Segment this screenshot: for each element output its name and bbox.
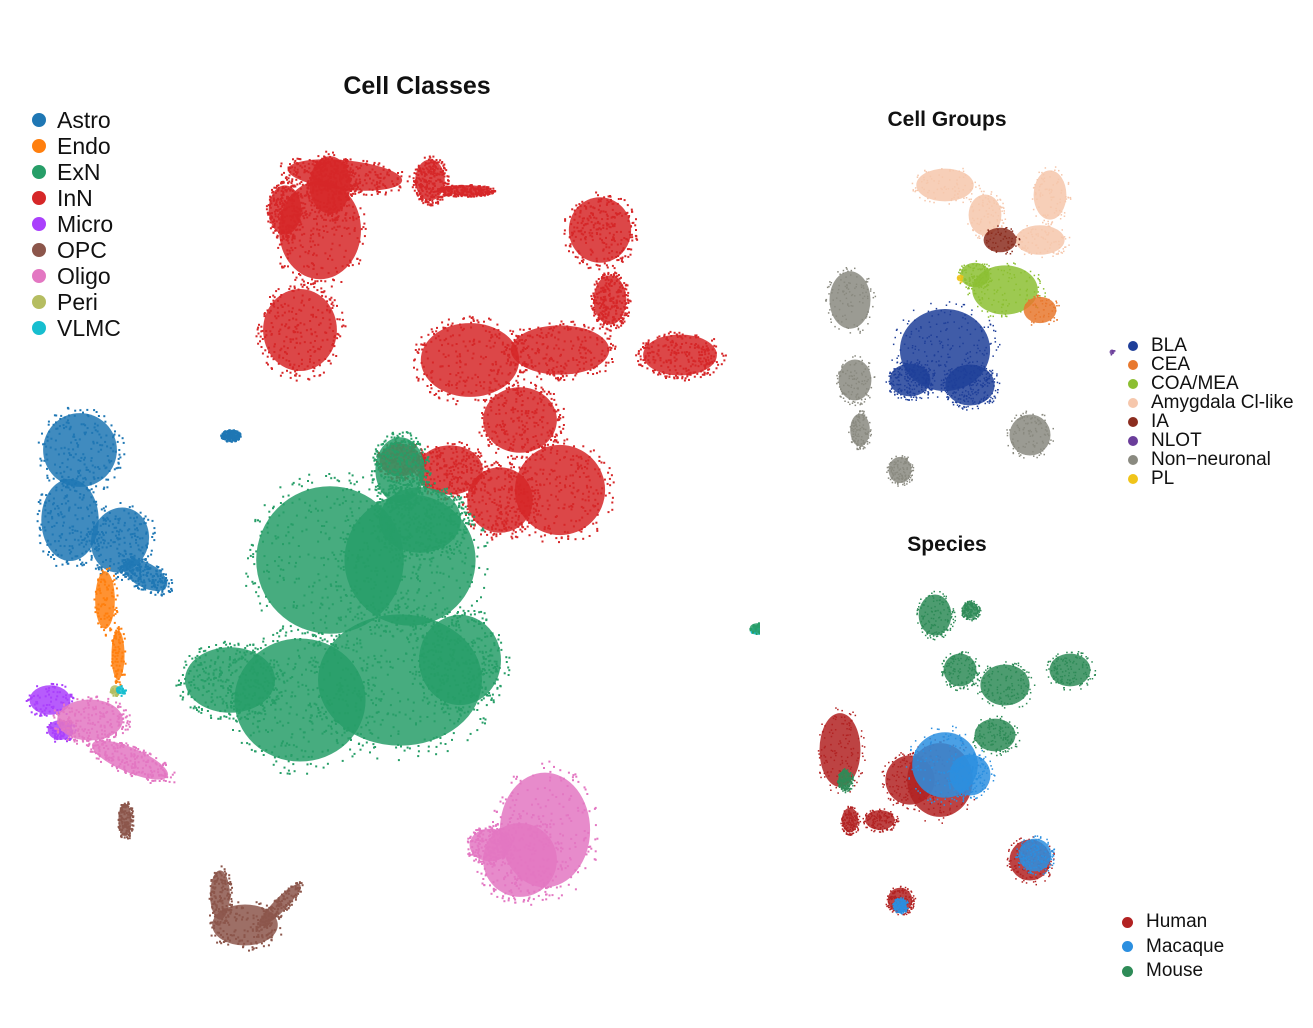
cell-groups-title: Cell Groups: [887, 108, 1007, 131]
legend-marker: [1128, 340, 1138, 351]
legend-label: Micro: [57, 210, 114, 237]
legend-marker: [32, 191, 46, 205]
cell-groups-legend: BLA CEA COA/MEA Amygdala Cl-like IA NLOT Non−n…: [1128, 334, 1294, 489]
cluster-cea: [1023, 294, 1060, 326]
legend-label: ExN: [57, 158, 101, 185]
legend-item-exn: ExN: [32, 159, 121, 185]
cell-classes-umap: [25, 150, 760, 952]
species-panel: Species Human Macaque Mouse: [760, 520, 1313, 1028]
legend-item-vlmc: VLMC: [32, 315, 121, 341]
legend-item-cea: CEA: [1128, 353, 1294, 375]
legend-marker: [1128, 473, 1138, 484]
cell-classes-panel: Cell Classes Astro Endo ExN InN Micro OPC Olig…: [25, 72, 760, 952]
legend-item-coa-mea: COA/MEA: [1128, 372, 1294, 394]
cluster-astro: [36, 406, 242, 597]
species-legend: Human Macaque Mouse: [1122, 910, 1224, 984]
legend-marker: [1128, 397, 1138, 408]
legend-item-amygdala-cl-like: Amygdala Cl-like: [1128, 391, 1294, 413]
cluster-non-neuronal: [825, 267, 1054, 487]
legend-label: VLMC: [57, 314, 121, 341]
legend-marker: [1122, 965, 1133, 977]
cluster-mouse: [837, 590, 1097, 794]
legend-marker: [1128, 416, 1138, 427]
legend-label: CEA: [1151, 353, 1191, 375]
legend-marker: [32, 295, 46, 309]
legend-label: Amygdala Cl-like: [1151, 391, 1294, 413]
legend-marker: [1128, 378, 1138, 389]
legend-marker: [32, 243, 46, 257]
legend-item-macaque: Macaque: [1122, 935, 1224, 960]
cluster-oligo: [52, 695, 599, 906]
legend-item-inn: InN: [32, 185, 121, 211]
cell-groups-umap: [825, 166, 1116, 487]
legend-item-micro: Micro: [32, 211, 121, 237]
cluster-amygdala-cl-like: [911, 166, 1072, 259]
cluster-ia: [983, 225, 1021, 255]
legend-item-ia: IA: [1128, 410, 1294, 432]
cluster-pl: [956, 274, 964, 284]
legend-label: Oligo: [57, 262, 111, 289]
legend-label: BLA: [1151, 334, 1187, 356]
legend-label: Macaque: [1146, 935, 1225, 957]
legend-marker: [1128, 435, 1138, 446]
legend-label: PL: [1151, 467, 1175, 489]
cluster-bla: [885, 301, 1001, 411]
cell-classes-legend: Astro Endo ExN InN Micro OPC Oligo Peri VLMC: [32, 107, 121, 341]
legend-marker: [32, 139, 46, 153]
legend-marker: [1128, 454, 1138, 465]
cluster-inn: [255, 150, 727, 544]
legend-marker: [32, 269, 46, 283]
legend-marker: [32, 113, 46, 127]
legend-marker: [32, 321, 46, 335]
legend-label: Mouse: [1146, 960, 1204, 982]
legend-label: Astro: [57, 106, 111, 133]
cluster-opc: [117, 801, 304, 952]
species-umap: [817, 590, 1097, 916]
legend-label: NLOT: [1151, 429, 1202, 451]
legend-item-astro: Astro: [32, 107, 121, 133]
legend-item-pl: PL: [1128, 467, 1294, 489]
legend-label: Peri: [57, 288, 98, 315]
legend-label: Endo: [57, 132, 111, 159]
legend-item-opc: OPC: [32, 237, 121, 263]
cluster-exn-small: [749, 622, 760, 635]
legend-item-nlot: NLOT: [1128, 429, 1294, 451]
legend-label: COA/MEA: [1151, 372, 1239, 394]
legend-label: IA: [1151, 410, 1169, 432]
legend-item-peri: Peri: [32, 289, 121, 315]
legend-item-oligo: Oligo: [32, 263, 121, 289]
legend-label: Non−neuronal: [1151, 448, 1271, 470]
legend-item-mouse: Mouse: [1122, 959, 1224, 984]
legend-marker: [1122, 941, 1133, 953]
legend-label: OPC: [57, 236, 107, 263]
legend-item-human: Human: [1122, 910, 1224, 935]
legend-label: Human: [1146, 911, 1208, 933]
cluster-nlot: [1109, 349, 1116, 356]
cell-classes-title: Cell Classes: [343, 72, 491, 100]
legend-marker: [32, 217, 46, 231]
legend-item-non-neuronal: Non−neuronal: [1128, 448, 1294, 470]
legend-marker: [1128, 359, 1138, 370]
legend-marker: [32, 165, 46, 179]
legend-item-bla: BLA: [1128, 334, 1294, 356]
cluster-macaque: [892, 725, 1056, 915]
legend-item-endo: Endo: [32, 133, 121, 159]
cluster-endo: [93, 567, 127, 686]
species-title: Species: [907, 533, 987, 556]
cell-groups-panel: Cell Groups BLA CEA COA/MEA Amygdala Cl-lik…: [760, 0, 1313, 520]
legend-marker: [1122, 916, 1133, 928]
cluster-exn: [175, 431, 511, 775]
legend-label: InN: [57, 184, 93, 211]
cluster-coa-mea: [958, 260, 1046, 318]
